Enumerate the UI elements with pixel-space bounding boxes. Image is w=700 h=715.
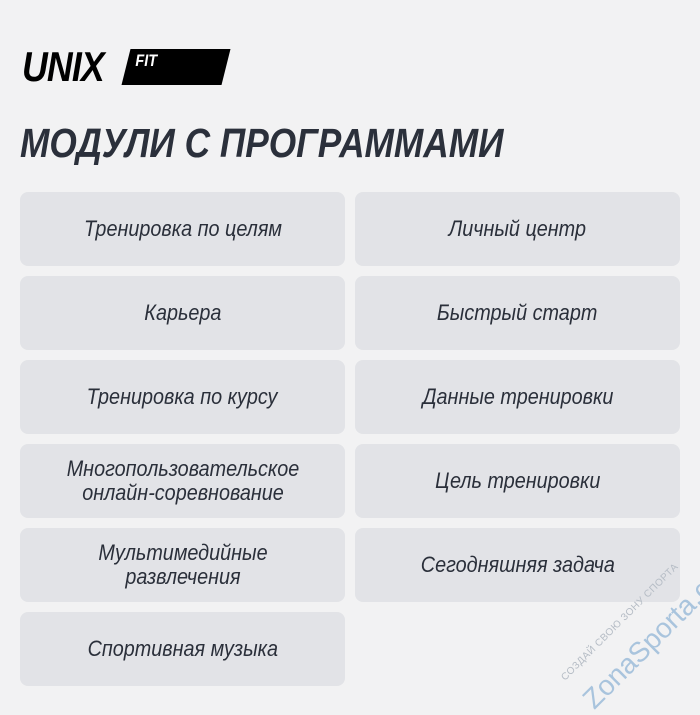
brand-logo: UNIX FIT <box>22 43 231 90</box>
module-label: Мультимедийные развлечения <box>97 540 268 589</box>
module-label: Тренировка по курсу <box>87 384 278 409</box>
module-card: Спортивная музыка <box>20 612 345 686</box>
module-label: Личный центр <box>448 216 587 241</box>
module-card: Сегодняшняя задача <box>355 528 680 602</box>
logo-fit-text: FIT <box>135 51 158 70</box>
module-card: Цель тренировки <box>355 444 680 518</box>
module-card: Мультимедийные развлечения <box>20 528 345 602</box>
module-label: Карьера <box>143 300 222 325</box>
module-label: Данные тренировки <box>422 384 613 409</box>
logo-brand-text: UNIX <box>22 43 105 90</box>
module-label: Тренировка по целям <box>83 216 282 241</box>
module-label: Многопользовательское онлайн-соревновани… <box>66 456 299 505</box>
module-label: Спортивная музыка <box>87 636 278 661</box>
module-card: Карьера <box>20 276 345 350</box>
module-card: Тренировка по целям <box>20 192 345 266</box>
module-label: Сегодняшняя задача <box>420 552 615 577</box>
module-card: Личный центр <box>355 192 680 266</box>
module-card: Многопользовательское онлайн-соревновани… <box>20 444 345 518</box>
module-card: Данные тренировки <box>355 360 680 434</box>
module-card: Тренировка по курсу <box>20 360 345 434</box>
module-card: Быстрый старт <box>355 276 680 350</box>
module-label: Быстрый старт <box>437 300 598 325</box>
page-title: МОДУЛИ С ПРОГРАММАМИ <box>20 120 504 166</box>
module-label: Цель тренировки <box>434 468 601 493</box>
logo-fit-badge: FIT <box>121 49 231 85</box>
